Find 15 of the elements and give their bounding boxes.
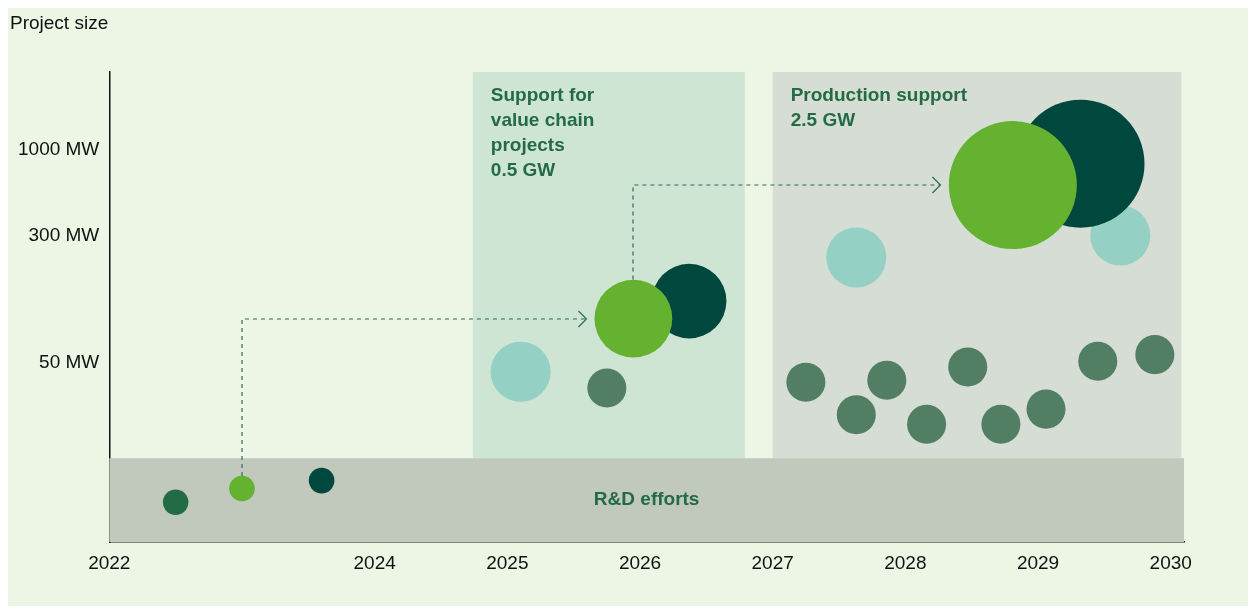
x-tick-label: 2025 bbox=[486, 551, 529, 573]
x-tick-label: 2028 bbox=[884, 551, 927, 573]
x-tick-label: 2024 bbox=[353, 551, 397, 573]
x-tick-label: 2030 bbox=[1149, 551, 1192, 573]
y-tick-label: 1000 MW bbox=[17, 138, 100, 160]
band-label: Production support 2.5 GW bbox=[790, 83, 968, 130]
y-tick-label: 300 MW bbox=[28, 223, 100, 245]
band-label: R&D efforts bbox=[593, 488, 700, 510]
x-tick-label: 2027 bbox=[751, 551, 794, 573]
y-tick-label: 50 MW bbox=[39, 350, 100, 372]
x-tick-label: 2026 bbox=[618, 551, 662, 573]
band-label: Support for value chain projects 0.5 GW bbox=[490, 83, 595, 180]
y-axis-title: Project size bbox=[10, 11, 109, 33]
x-tick-label: 2022 bbox=[88, 551, 131, 573]
x-tick-label: 2029 bbox=[1016, 551, 1060, 573]
